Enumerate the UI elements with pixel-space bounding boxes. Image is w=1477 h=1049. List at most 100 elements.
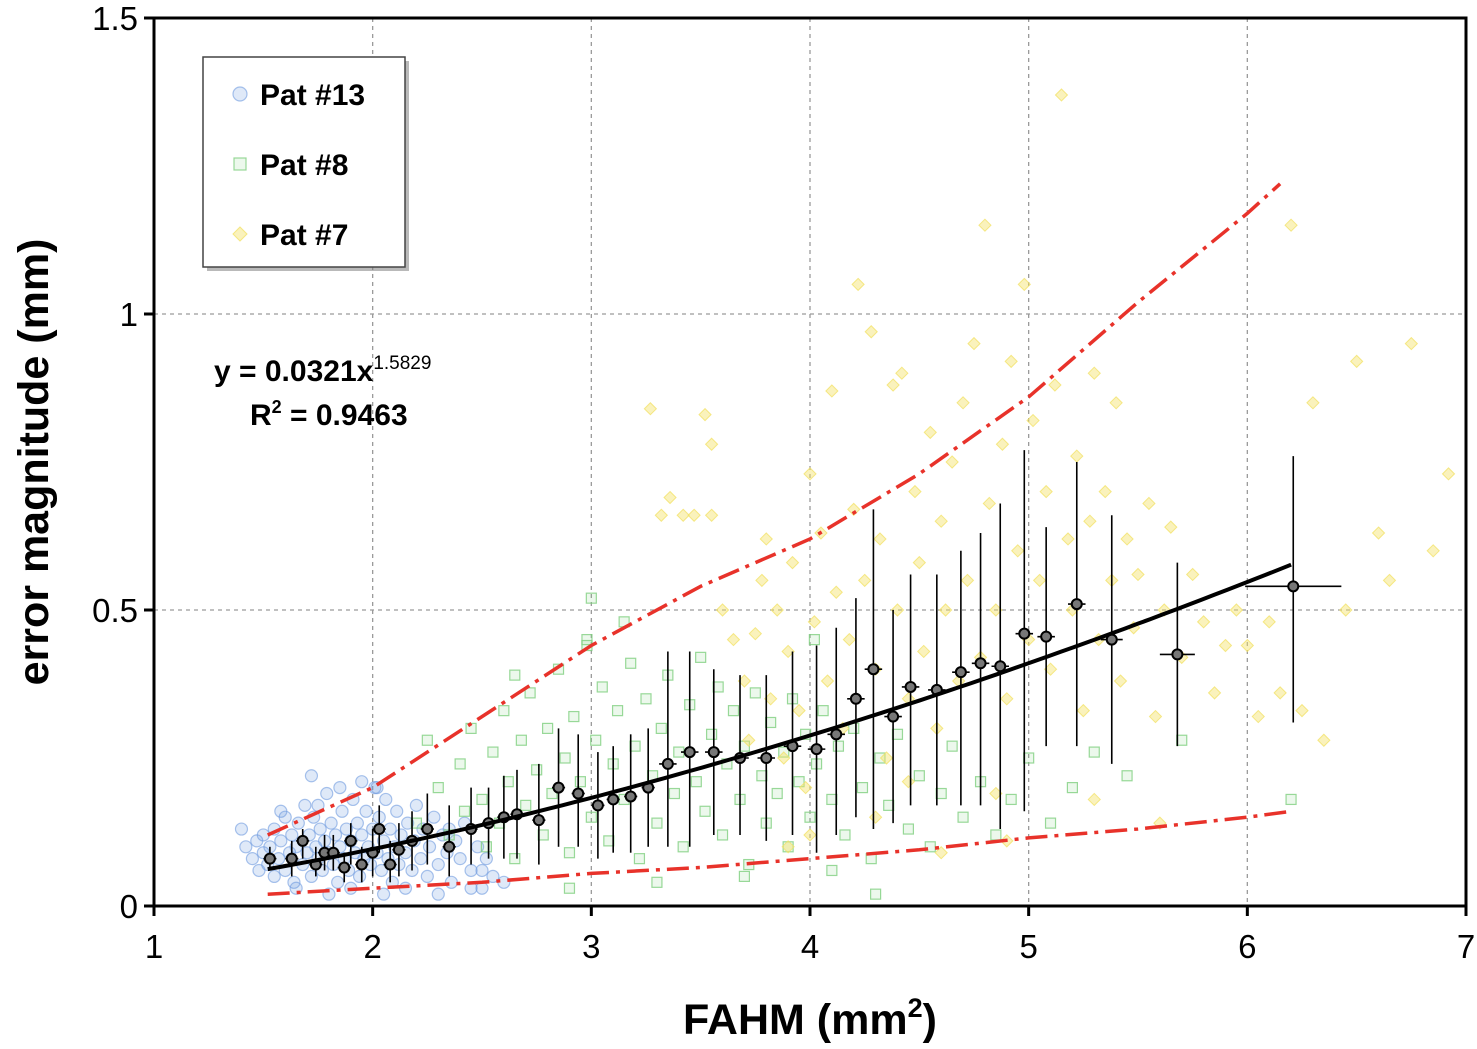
data-point bbox=[464, 863, 478, 878]
data-point bbox=[1113, 674, 1128, 688]
data-point bbox=[1207, 686, 1222, 700]
mean-point bbox=[810, 743, 823, 756]
mean-point bbox=[263, 852, 276, 865]
data-point bbox=[1349, 354, 1364, 369]
data-point bbox=[847, 502, 861, 517]
mean-point bbox=[707, 746, 720, 759]
data-point bbox=[239, 840, 253, 854]
mean-point bbox=[1040, 630, 1053, 643]
data-point bbox=[677, 841, 689, 853]
mean-point bbox=[624, 790, 637, 803]
data-point bbox=[390, 804, 404, 818]
data-point bbox=[1000, 692, 1014, 706]
data-point bbox=[410, 817, 422, 829]
data-point bbox=[651, 876, 663, 888]
data-point bbox=[749, 687, 761, 699]
data-point bbox=[1076, 703, 1091, 718]
x-tick-label: 3 bbox=[582, 928, 600, 965]
data-point bbox=[498, 705, 510, 717]
data-point bbox=[651, 817, 663, 829]
data-point bbox=[285, 828, 299, 842]
data-point bbox=[857, 573, 872, 588]
data-point bbox=[699, 805, 711, 817]
legend-marker-square bbox=[233, 157, 247, 171]
data-point bbox=[712, 681, 724, 693]
data-point bbox=[1176, 734, 1188, 746]
mean-point bbox=[443, 840, 456, 853]
data-point bbox=[886, 378, 900, 392]
data-point bbox=[873, 532, 887, 546]
data-point bbox=[807, 615, 822, 629]
legend-label: Pat #8 bbox=[260, 149, 348, 182]
mean-point bbox=[830, 728, 843, 741]
data-point bbox=[581, 633, 593, 646]
mean-point bbox=[344, 834, 357, 847]
data-point bbox=[515, 734, 527, 746]
data-point bbox=[908, 484, 922, 499]
data-point bbox=[663, 490, 677, 505]
data-point bbox=[946, 740, 958, 752]
data-point bbox=[1083, 514, 1097, 528]
data-point bbox=[559, 752, 571, 764]
data-point bbox=[1229, 603, 1244, 617]
data-point bbox=[934, 846, 948, 860]
data-point bbox=[864, 325, 878, 339]
svg-text:R2 = 0.9463: R2 = 0.9463 bbox=[250, 397, 408, 432]
data-point bbox=[817, 705, 829, 717]
r2-value: = 0.9463 bbox=[282, 399, 408, 432]
mean-point bbox=[661, 757, 674, 770]
data-point bbox=[234, 822, 249, 836]
data-point bbox=[655, 722, 667, 735]
x-tick-label: 4 bbox=[801, 928, 819, 965]
data-point bbox=[1098, 484, 1112, 499]
data-point bbox=[879, 751, 894, 765]
data-point bbox=[245, 852, 259, 866]
data-point bbox=[1285, 793, 1297, 806]
y-tick-label: 1 bbox=[120, 296, 138, 333]
data-point bbox=[320, 786, 334, 801]
data-point bbox=[808, 633, 820, 646]
data-point bbox=[509, 853, 521, 865]
data-point bbox=[960, 573, 975, 588]
data-point bbox=[1061, 532, 1075, 546]
mean-point bbox=[1070, 598, 1083, 611]
data-point bbox=[453, 852, 467, 866]
data-point bbox=[603, 835, 615, 847]
data-point bbox=[350, 816, 364, 830]
data-point bbox=[379, 792, 393, 807]
fit-curve bbox=[267, 562, 1292, 872]
mean-point bbox=[887, 710, 900, 723]
data-point bbox=[1032, 573, 1047, 588]
data-point bbox=[537, 829, 549, 841]
data-point bbox=[895, 366, 909, 380]
data-point bbox=[698, 407, 712, 422]
data-point bbox=[1054, 88, 1069, 102]
mean-point bbox=[421, 823, 434, 836]
x-tick-label: 5 bbox=[1019, 928, 1037, 965]
data-point bbox=[869, 888, 882, 900]
data-point bbox=[883, 799, 895, 811]
data-point bbox=[839, 829, 851, 841]
mean-point bbox=[607, 793, 620, 806]
data-point bbox=[1317, 733, 1331, 747]
data-point bbox=[531, 764, 543, 776]
data-point bbox=[256, 828, 270, 842]
data-point bbox=[1120, 532, 1134, 546]
data-point bbox=[990, 829, 1002, 841]
data-point bbox=[916, 644, 931, 659]
data-point bbox=[1039, 484, 1053, 499]
data-point bbox=[793, 776, 805, 788]
data-point bbox=[1441, 467, 1456, 481]
data-point bbox=[923, 425, 937, 440]
data-point bbox=[891, 728, 904, 740]
power-fit bbox=[267, 562, 1292, 872]
legend-box bbox=[202, 56, 406, 268]
data-point bbox=[1284, 218, 1298, 232]
data-point bbox=[596, 681, 608, 693]
data-point bbox=[842, 632, 857, 647]
data-point bbox=[803, 828, 817, 842]
data-point bbox=[829, 585, 843, 599]
data-point bbox=[742, 733, 756, 747]
data-point bbox=[704, 437, 719, 451]
